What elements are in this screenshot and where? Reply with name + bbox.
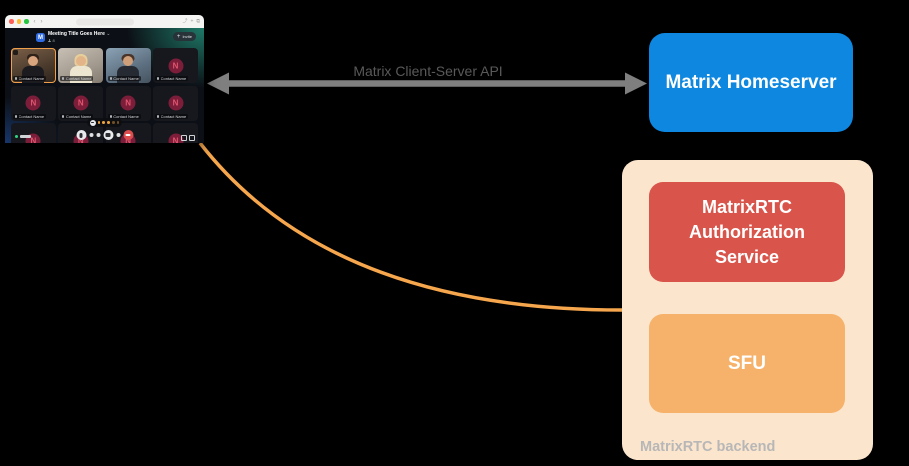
page-dot-icon[interactable] [111,121,115,124]
letter-avatar: N [168,58,184,73]
expand-icon[interactable] [189,135,195,141]
zoom-window-icon[interactable] [24,19,29,24]
page-dot-icon[interactable] [97,121,101,124]
page-dot-icon[interactable] [107,121,110,124]
matrixrtc-backend-label: MatrixRTC backend [640,439,776,455]
close-window-icon[interactable] [9,19,14,24]
mic-status-icon [62,77,65,80]
invite-button[interactable]: + Invite [172,32,196,41]
room-avatar: M [36,33,45,42]
screenshare-icon[interactable] [96,133,100,137]
mic-status-icon [15,114,17,118]
api-arrow-label: Matrix Client-Server API [353,63,503,79]
new-tab-icon[interactable]: + [190,18,194,24]
video-tile: N Contact Name [153,48,198,83]
letter-avatar: N [25,95,41,111]
meeting-title[interactable]: Meeting Title Goes Here ⌄ [48,31,111,38]
matrix-homeserver-box: Matrix Homeserver [649,33,853,132]
mic-status-icon [62,114,65,118]
minimize-window-icon[interactable] [16,19,21,24]
camera-button[interactable] [103,130,113,140]
page-indicator[interactable] [86,118,123,127]
matrix-homeserver-label: Matrix Homeserver [665,71,837,93]
tab-overview-icon[interactable]: ⧉ [196,18,200,24]
reaction-icon[interactable] [89,119,96,126]
mic-status-icon [109,114,112,118]
authorization-service-box: MatrixRTC Authorization Service [649,182,845,282]
letter-avatar: N [73,95,89,111]
call-controls [76,130,133,140]
chevron-down-icon: ⌄ [106,31,111,38]
online-dot-icon [15,135,18,138]
call-app: M Meeting Title Goes Here ⌄ 8 + Invite C… [5,28,204,143]
participant-count: 8 [48,38,110,43]
participant-nameplate: Contact Name [60,76,94,81]
video-tile: N Contact Name [58,85,104,121]
arrowhead-right-icon [625,72,647,95]
participant-nameplate: Contact Name [60,113,94,119]
mic-status-icon [15,77,17,80]
participant-nameplate: Contact Name [107,76,141,81]
participant-nameplate: Contact Name [107,113,141,119]
authorization-service-label: MatrixRTC Authorization Service [689,196,805,267]
letter-avatar: N [25,133,41,143]
video-tile: N Contact Name [153,85,198,121]
hangup-button[interactable] [123,130,133,140]
person-silhouette [28,55,39,66]
letter-avatar: N [168,95,184,111]
arrowhead-left-icon [207,72,229,95]
participant-nameplate: Contact Name [13,76,47,81]
client-browser-window: ‹ › ⤴ + ⧉ M Meeting Title Goes Here ⌄ 8 [5,15,204,143]
forward-icon[interactable]: › [40,18,43,25]
mic-status-icon [157,114,160,118]
video-tile: Contact Name [11,48,56,83]
mic-status-icon [157,77,160,80]
pin-icon[interactable] [181,135,187,141]
camera-menu-icon[interactable] [116,133,120,137]
video-grid: Contact Name Contact Name Contact Name N Con… [11,48,198,143]
toolbar-actions: ⤴ + ⧉ [182,19,200,24]
browser-toolbar: ‹ › ⤴ + ⧉ [5,15,204,28]
participant-nameplate: Contact Name [155,113,189,119]
participant-nameplate: Contact Name [13,113,47,119]
person-silhouette [75,55,86,66]
letter-avatar: N [168,133,184,143]
video-tile: Contact Name [58,48,104,83]
share-icon[interactable]: ⤴ [182,18,188,24]
hangup-icon [125,134,131,136]
mic-button[interactable] [76,130,86,140]
client-backend-curve [198,141,623,312]
sfu-box: SFU [649,314,845,413]
video-tile: N Contact Name [11,85,56,121]
call-header: M Meeting Title Goes Here ⌄ 8 + Invite [5,28,204,47]
page-dot-icon[interactable] [116,121,120,124]
video-tile: N Contact Name [105,85,151,121]
person-silhouette [123,55,134,66]
mic-icon [79,132,83,138]
mic-menu-icon[interactable] [89,133,93,137]
presence-indicator [15,135,31,138]
plus-icon: + [176,33,181,40]
room-meta: Meeting Title Goes Here ⌄ 8 [48,31,111,43]
page-dot-icon[interactable] [102,121,106,124]
letter-avatar: N [120,95,136,111]
participants-icon [48,39,51,43]
camera-icon [105,133,111,137]
video-tile: Contact Name [105,48,151,83]
sfu-label: SFU [728,352,766,374]
mic-status-icon [109,77,112,80]
back-icon[interactable]: ‹ [33,18,36,25]
participant-nameplate: Contact Name [155,76,189,81]
tile-actions [181,135,195,141]
address-bar[interactable] [75,18,134,25]
